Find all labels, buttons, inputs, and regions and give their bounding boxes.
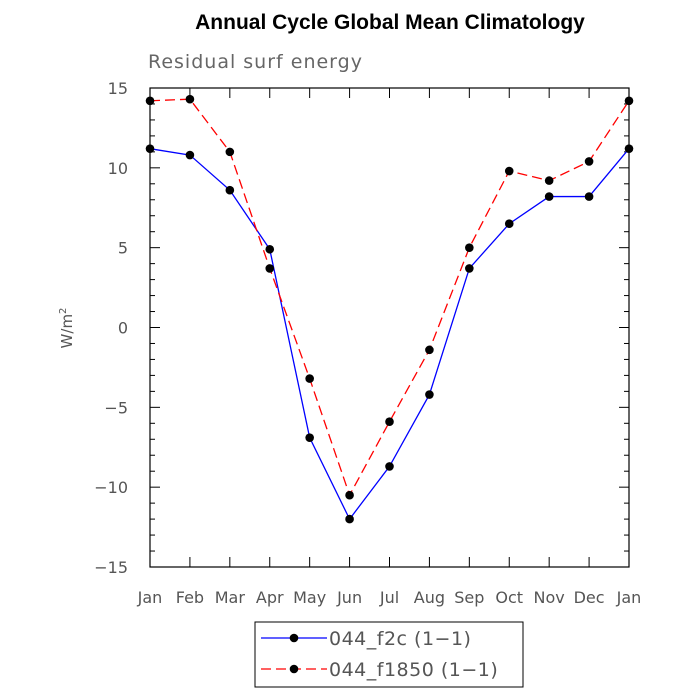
chart-title: Annual Cycle Global Mean Climatology <box>195 11 585 34</box>
y-axis-label-base: W/m <box>58 314 76 349</box>
x-tick-label: Nov <box>534 588 565 607</box>
data-point <box>504 166 514 176</box>
legend: 044_f2c (1−1) 044_f1850 (1−1) <box>254 621 524 688</box>
x-tick-label: Aug <box>414 588 445 607</box>
data-point <box>145 96 155 106</box>
data-point <box>425 345 434 355</box>
data-point <box>624 144 634 153</box>
data-point <box>185 94 195 104</box>
data-point <box>584 157 594 166</box>
data-point <box>544 176 554 185</box>
data-point <box>345 490 354 500</box>
data-point <box>225 147 235 157</box>
plot-frame <box>149 87 630 568</box>
data-point <box>265 244 275 254</box>
plot-area <box>145 94 634 524</box>
y-tick-label: 5 <box>118 239 128 258</box>
series-line-2 <box>149 98 630 497</box>
data-point <box>584 192 594 201</box>
x-tick-label: Feb <box>176 588 204 607</box>
y-tick-label: 15 <box>108 79 128 98</box>
x-tick-label: May <box>293 588 326 607</box>
y-axis-label: W/m2 <box>58 308 76 349</box>
data-point <box>465 264 474 273</box>
legend-box <box>254 621 524 688</box>
data-point <box>305 433 314 442</box>
y-tick-label: 0 <box>118 319 128 338</box>
data-point <box>425 390 434 399</box>
x-tick-label: Oct <box>495 588 523 607</box>
data-point <box>544 192 554 201</box>
data-point <box>504 219 514 229</box>
data-point <box>345 514 354 524</box>
chart-subtitle: Residual surf energy <box>148 51 363 73</box>
y-tick-label: −5 <box>104 398 128 417</box>
axes: Jan Feb Mar Apr May Jun Jul Aug Sep Oct Nov Dec Jan 1… <box>94 79 641 607</box>
data-point <box>225 185 235 195</box>
data-point <box>465 243 474 252</box>
x-tick-label: Dec <box>574 588 605 607</box>
data-point <box>385 462 394 471</box>
x-tick-label: Sep <box>454 588 484 607</box>
data-point <box>185 150 195 160</box>
x-tick-label: Mar <box>215 588 246 607</box>
legend-marker-1 <box>289 633 299 643</box>
x-tick-label: Jul <box>379 588 399 607</box>
data-point <box>305 374 314 383</box>
data-point <box>145 144 155 153</box>
x-tick-label: Apr <box>256 588 284 607</box>
legend-label-2: 044_f1850 (1−1) <box>329 659 498 681</box>
legend-label-1: 044_f2c (1−1) <box>329 628 471 650</box>
legend-marker-2 <box>289 664 299 674</box>
y-tick-label: −15 <box>94 558 128 577</box>
data-point <box>624 96 634 106</box>
data-point <box>265 264 275 273</box>
y-axis-label-superscript: 2 <box>58 308 69 314</box>
data-point <box>385 417 394 427</box>
x-tick-label: Jun <box>336 588 362 607</box>
y-tick-label: −10 <box>94 478 128 497</box>
y-tick-label: 10 <box>108 159 128 178</box>
x-tick-label: Jan <box>616 588 642 607</box>
x-tick-label: Jan <box>137 588 163 607</box>
